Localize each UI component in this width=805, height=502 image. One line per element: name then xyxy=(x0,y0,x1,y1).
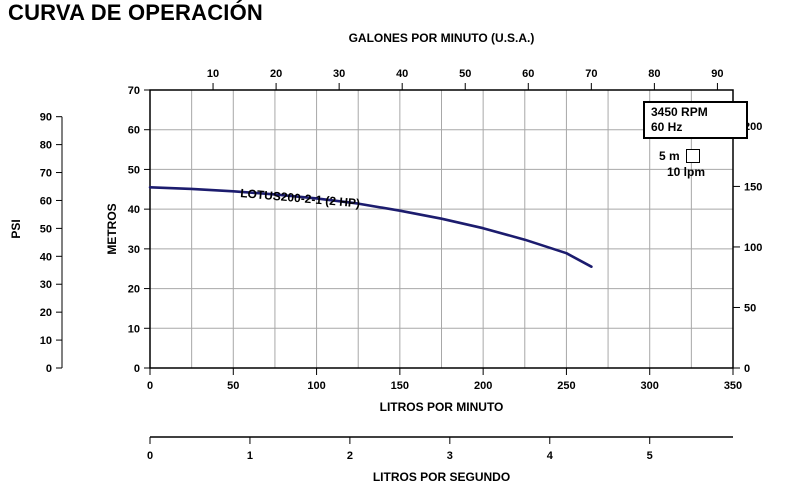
lps-tick-label: 3 xyxy=(447,450,453,462)
axis-psi: 0 10 20 30 40 50 60 70 80 90 PSI xyxy=(9,112,63,375)
right-tick-label: 100 xyxy=(744,242,762,254)
gpm-tick-label: 10 xyxy=(207,68,219,80)
psi-tick-label: 90 xyxy=(40,112,52,124)
grid xyxy=(150,90,733,368)
rpm-value: 3450 RPM xyxy=(651,105,708,119)
psi-tick-label: 40 xyxy=(40,251,52,263)
frequency-value: 60 Hz xyxy=(651,120,683,134)
motor-info-box: 3450 RPM 60 Hz xyxy=(643,101,748,139)
gpm-tick-label: 20 xyxy=(270,68,282,80)
gpm-tick-label: 70 xyxy=(585,68,597,80)
metros-tick-label: 10 xyxy=(128,323,140,335)
gpm-tick-label: 50 xyxy=(459,68,471,80)
axis-label-psi: PSI xyxy=(9,219,23,238)
lpm-tick-label: 0 xyxy=(147,380,153,392)
lpm-tick-label: 300 xyxy=(641,380,659,392)
lps-tick-label: 4 xyxy=(547,450,554,462)
curve-lotus200 xyxy=(148,186,593,269)
metros-tick-label: 30 xyxy=(128,244,140,256)
metros-tick-label: 0 xyxy=(134,363,140,375)
axis-label-gpm: GALONES POR MINUTO (U.S.A.) xyxy=(349,31,535,45)
gpm-tick-label: 30 xyxy=(333,68,345,80)
metros-tick-label: 20 xyxy=(128,284,140,296)
lpm-tick-label: 350 xyxy=(724,380,742,392)
curve-series-label: LOTUS200-2-1 (2 HP) xyxy=(240,186,361,210)
gpm-tick-label: 90 xyxy=(711,68,723,80)
lpm-tick-label: 200 xyxy=(474,380,492,392)
lps-tick-label: 5 xyxy=(647,450,653,462)
grid-division-box xyxy=(685,149,700,163)
scale-note-lpm: 10 lpm xyxy=(667,165,706,179)
lpm-tick-label: 100 xyxy=(307,380,325,392)
scale-note: 5 m 10 lpm xyxy=(659,148,705,180)
metros-tick-label: 40 xyxy=(128,204,140,216)
axis-label-metros: METROS xyxy=(105,203,119,254)
lpm-tick-label: 50 xyxy=(227,380,239,392)
lpm-tick-label: 250 xyxy=(557,380,575,392)
right-tick-label: 50 xyxy=(744,302,756,314)
psi-tick-label: 10 xyxy=(40,335,52,347)
psi-tick-label: 70 xyxy=(40,168,52,180)
axis-metros: 0 10 20 30 40 50 60 70 METROS xyxy=(105,85,150,375)
lps-tick-label: 1 xyxy=(247,450,253,462)
psi-tick-label: 30 xyxy=(40,279,52,291)
right-tick-label: 200 xyxy=(744,121,762,133)
axis-lps: 0 1 2 3 4 5 LITROS POR SEGUNDO xyxy=(147,436,733,484)
axis-lpm: 0 50 100 150 200 250 300 350 LITROS POR MINUTO xyxy=(147,368,742,414)
gpm-tick-label: 40 xyxy=(396,68,408,80)
gpm-tick-label: 80 xyxy=(648,68,660,80)
plot-border xyxy=(149,89,734,369)
right-tick-label: 0 xyxy=(744,363,750,375)
page-title: CURVA DE OPERACIÓN xyxy=(8,0,263,25)
gpm-tick-label: 60 xyxy=(522,68,534,80)
metros-tick-label: 70 xyxy=(128,85,140,97)
metros-tick-label: 60 xyxy=(128,125,140,137)
lps-tick-label: 0 xyxy=(147,450,153,462)
psi-tick-label: 60 xyxy=(40,195,52,207)
metros-tick-label: 50 xyxy=(128,164,140,176)
right-tick-label: 150 xyxy=(744,181,762,193)
lps-tick-label: 2 xyxy=(347,450,353,462)
psi-tick-label: 50 xyxy=(40,223,52,235)
axis-label-lps: LITROS POR SEGUNDO xyxy=(373,470,510,484)
psi-tick-label: 20 xyxy=(40,307,52,319)
psi-tick-label: 0 xyxy=(46,363,52,375)
axis-gpm: 10 20 30 40 50 60 70 80 90 GALONES POR MINUTO (U.… xyxy=(207,31,724,90)
scale-note-meters: 5 m xyxy=(659,149,680,163)
axis-right: 0 50 100 150 200 xyxy=(733,121,762,375)
psi-tick-label: 80 xyxy=(40,140,52,152)
axis-label-lpm: LITROS POR MINUTO xyxy=(380,400,504,414)
lpm-tick-label: 150 xyxy=(391,380,409,392)
